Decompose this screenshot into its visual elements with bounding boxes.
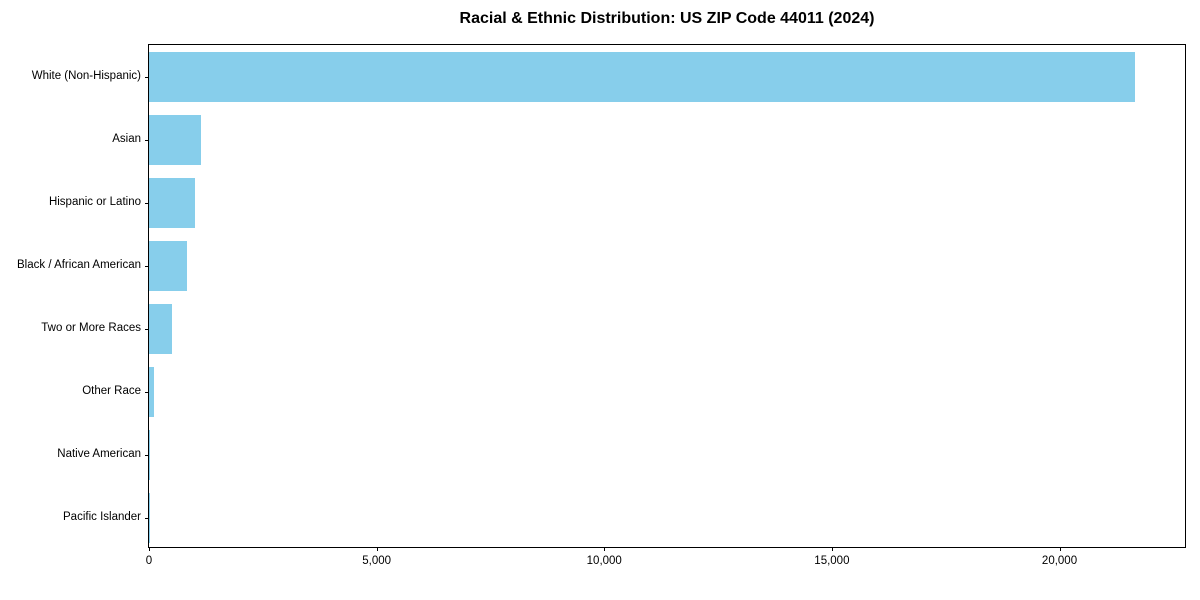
y-tick-mark: [145, 265, 149, 267]
x-tick-mark: [376, 547, 378, 551]
category-label: Native American: [57, 447, 141, 460]
category-label: Pacific Islander: [63, 510, 141, 523]
y-tick-mark: [145, 202, 149, 204]
y-tick-mark: [145, 139, 149, 141]
category-label: Asian: [112, 132, 141, 145]
x-tick-label: 5,000: [362, 555, 392, 567]
bar-asian: [149, 114, 202, 165]
chart-title: Racial & Ethnic Distribution: US ZIP Cod…: [459, 10, 875, 27]
y-tick-mark: [145, 76, 149, 78]
bar-black-african-american: [149, 240, 187, 291]
y-tick-mark: [145, 517, 149, 519]
category-label: Hispanic or Latino: [48, 195, 141, 208]
y-tick-mark: [145, 391, 149, 393]
plot-area: White (Non-Hispanic) Asian Hispanic or Lat…: [17, 44, 1186, 567]
x-tick-mark: [149, 547, 150, 551]
x-tick-label: 0: [145, 555, 153, 567]
bar-two-or-more-races: [149, 303, 172, 354]
category-label: Two or More Races: [41, 321, 141, 334]
y-tick-mark: [145, 454, 149, 456]
x-tick-mark: [831, 547, 833, 551]
category-label: White (Non-Hispanic): [31, 69, 141, 82]
category-label: Black / African American: [17, 258, 141, 271]
bar-hispanic-or-latino: [149, 177, 195, 228]
y-tick-mark: [145, 328, 149, 330]
x-tick-label: 10,000: [586, 555, 622, 567]
x-tick-label: 20,000: [1041, 555, 1078, 567]
x-tick-mark: [1059, 547, 1061, 551]
bar-white-non-hispanic: [149, 51, 1135, 102]
bar-native-american: [149, 429, 150, 480]
x-tick-label: 15,000: [814, 555, 850, 567]
category-label: Other Race: [82, 384, 141, 397]
x-tick-mark: [604, 547, 606, 551]
bar-other-race: [149, 366, 155, 417]
